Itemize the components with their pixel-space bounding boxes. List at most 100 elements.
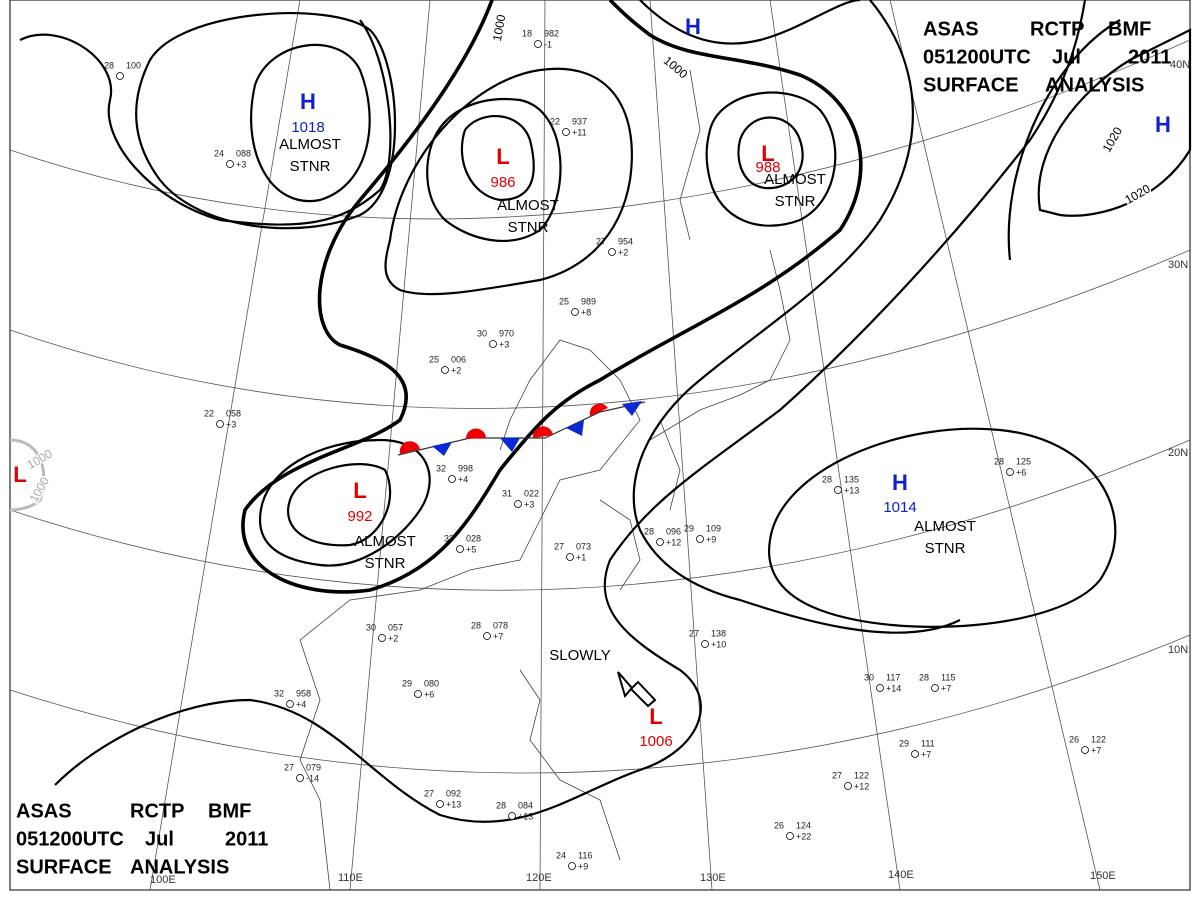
longitude-label: 100E xyxy=(150,874,176,886)
station-dot xyxy=(414,690,422,698)
header-text: ANALYSIS xyxy=(130,856,229,878)
station-pressure: 088 xyxy=(236,148,251,158)
station-dot xyxy=(296,774,304,782)
isobar-label: 1000 xyxy=(490,13,508,42)
station-pressure: 096 xyxy=(666,526,681,536)
station-pressure: 998 xyxy=(458,463,473,473)
station-tendency: +12 xyxy=(854,781,869,791)
station-temp: 30 xyxy=(366,622,376,632)
latitude-label: 30N xyxy=(1168,259,1188,271)
station-temp: 30 xyxy=(864,672,874,682)
station-pressure: 100 xyxy=(126,60,141,70)
longitude-label: 150E xyxy=(1090,870,1116,882)
station-dot xyxy=(508,812,516,820)
station-tendency: +7 xyxy=(493,631,503,641)
pressure-center-value: 988 xyxy=(755,159,780,176)
station-dot xyxy=(378,634,386,642)
station-pressure: 989 xyxy=(581,296,596,306)
station-temp: 27 xyxy=(424,788,434,798)
station-dot xyxy=(436,800,444,808)
station-tendency: +9 xyxy=(578,861,588,871)
pressure-center-value: 1018 xyxy=(291,119,324,136)
station-tendency: +12 xyxy=(666,537,681,547)
station-tendency: +3 xyxy=(524,499,534,509)
motion-note: ALMOST xyxy=(354,533,416,550)
motion-note: ALMOST xyxy=(497,197,559,214)
station-temp: 30 xyxy=(477,328,487,338)
header-text: BMF xyxy=(1108,18,1151,40)
pressure-center-symbol: L xyxy=(353,478,366,503)
pressure-center-symbol: L xyxy=(13,462,26,487)
station-temp: 33 xyxy=(444,533,454,543)
station-tendency: +5 xyxy=(466,544,476,554)
station-pressure: 117 xyxy=(886,672,900,682)
graticule xyxy=(9,0,1191,891)
motion-note: STNR xyxy=(508,219,549,236)
longitude-label: 130E xyxy=(700,872,726,884)
pressure-center-symbol: H xyxy=(685,14,701,39)
station-tendency: +6 xyxy=(1016,467,1026,477)
station-dot xyxy=(562,128,570,136)
station-temp: 27 xyxy=(832,770,842,780)
station-dot xyxy=(656,538,664,546)
longitude-label: 140E xyxy=(888,869,914,881)
header-text: 051200UTC xyxy=(16,828,124,850)
stationary-front xyxy=(397,401,646,456)
motion-note: STNR xyxy=(290,158,331,175)
station-dot xyxy=(786,832,794,840)
station-pressure: 958 xyxy=(296,688,311,698)
station-temp: 22 xyxy=(550,116,560,126)
station-temp: 24 xyxy=(214,148,224,158)
latitude-label: 10N xyxy=(1168,644,1188,656)
header-text: 2011 xyxy=(1128,46,1171,68)
station-tendency: +10 xyxy=(711,639,726,649)
header-text: Jul xyxy=(145,828,174,850)
station-pressure: 138 xyxy=(711,628,726,638)
station-dot xyxy=(911,750,919,758)
station-tendency: +3 xyxy=(236,159,246,169)
header-text: ASAS xyxy=(923,18,979,40)
motion-note: ALMOST xyxy=(764,171,826,188)
station-pressure: 073 xyxy=(576,541,591,551)
station-tendency: +2 xyxy=(388,633,398,643)
station-pressure: 028 xyxy=(466,533,481,543)
station-dot xyxy=(441,366,449,374)
station-pressure: 937 xyxy=(572,116,587,126)
header-text: 2011 xyxy=(225,828,268,850)
station-temp: 27 xyxy=(284,762,294,772)
station-tendency: +9 xyxy=(706,534,716,544)
longitude-label: 120E xyxy=(526,872,552,884)
latitude-label: 40N xyxy=(1170,59,1190,71)
station-dot xyxy=(534,40,542,48)
station-temp: 24 xyxy=(556,850,566,860)
station-dot xyxy=(483,632,491,640)
station-dot xyxy=(566,553,574,561)
header-text: RCTP xyxy=(130,800,184,822)
station-tendency: +7 xyxy=(1091,745,1101,755)
station-temp: 28 xyxy=(471,620,481,630)
station-temp: 32 xyxy=(274,688,284,698)
pressure-center-symbol: L xyxy=(761,141,774,166)
station-pressure: 058 xyxy=(226,408,241,418)
station-temp: 28 xyxy=(104,60,114,70)
header-text: Jul xyxy=(1052,46,1081,68)
station-dot xyxy=(844,782,852,790)
station-tendency: +13 xyxy=(446,799,461,809)
station-pressure: 125 xyxy=(1016,456,1031,466)
station-temp: 22 xyxy=(204,408,214,418)
station-pressure: 124 xyxy=(796,820,811,830)
station-dot xyxy=(226,160,234,168)
station-pressure: 078 xyxy=(493,620,508,630)
station-temp: 18 xyxy=(522,28,532,38)
station-temp: 25 xyxy=(429,354,439,364)
station-temp: 29 xyxy=(402,678,412,688)
station-temp: 26 xyxy=(774,820,784,830)
station-tendency: +2 xyxy=(451,365,461,375)
station-pressure: 080 xyxy=(424,678,439,688)
station-dot xyxy=(834,486,842,494)
station-pressure: 970 xyxy=(499,328,514,338)
station-dot xyxy=(514,500,522,508)
station-dot xyxy=(116,72,124,80)
station-tendency: +7 xyxy=(921,749,931,759)
